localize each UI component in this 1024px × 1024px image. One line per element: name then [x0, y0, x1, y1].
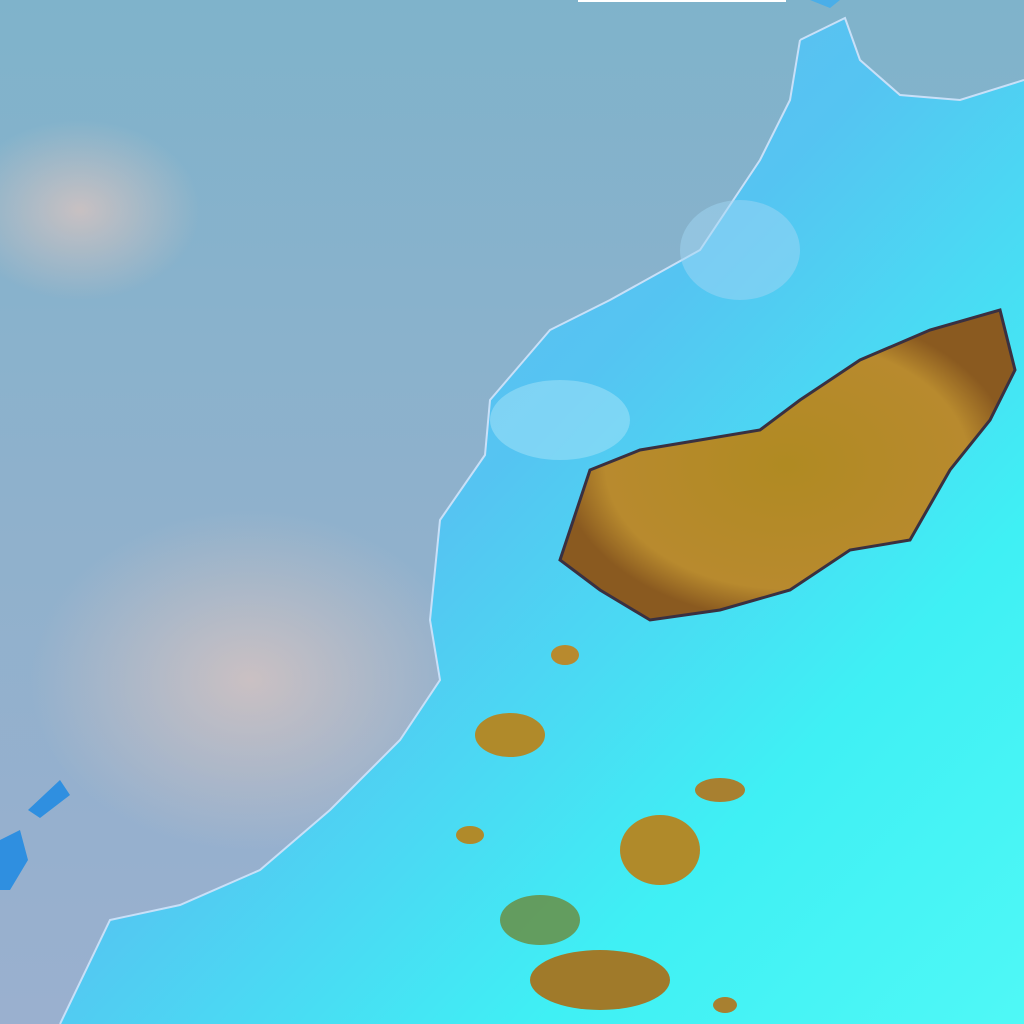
cloud-cell	[620, 815, 700, 885]
cloud-cell	[475, 713, 545, 757]
cloud-cell	[695, 778, 745, 802]
cloud-cell	[713, 997, 737, 1013]
cloud-cell	[456, 826, 484, 844]
ocean-haze	[0, 120, 200, 300]
cloud-cell	[530, 950, 670, 1010]
cloud-cell	[551, 645, 579, 665]
cloud-cell	[500, 895, 580, 945]
island	[0, 830, 28, 890]
top-bar	[578, 0, 786, 2]
cloud-band	[456, 308, 1017, 1013]
island	[28, 780, 70, 818]
land-cloud	[490, 380, 630, 460]
island-top	[810, 0, 840, 8]
ocean-haze	[30, 510, 470, 850]
cloud-mass-main	[558, 308, 1017, 622]
land-cloud	[680, 200, 800, 300]
